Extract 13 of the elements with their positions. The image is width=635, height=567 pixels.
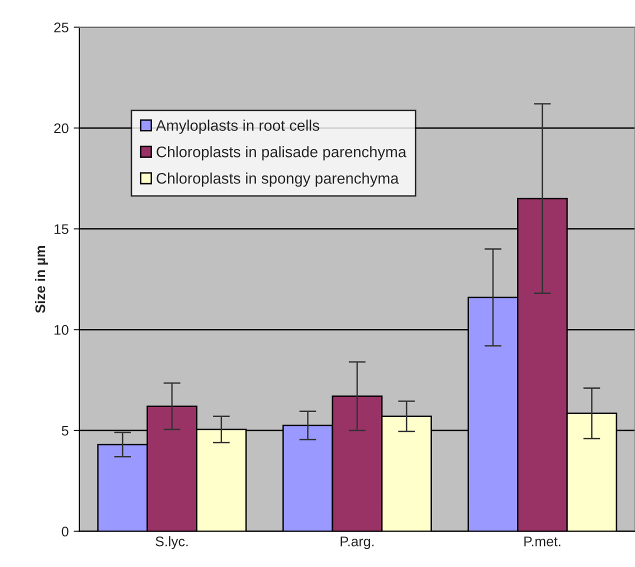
legend-label: Amyloplasts in root cells <box>156 120 320 134</box>
y-tick-label: 0 <box>62 526 68 536</box>
x-tick-label: P.arg. <box>340 536 374 550</box>
legend-label: Chloroplasts in palisade parenchyma <box>156 146 406 160</box>
y-axis-title: Size in µm <box>35 246 48 313</box>
y-tick-label: 10 <box>54 324 68 335</box>
y-tick-label: 25 <box>54 22 68 32</box>
y-tick-label: 5 <box>62 426 68 436</box>
x-tick-label: P.met. <box>524 536 560 546</box>
legend-label: Chloroplasts in spongy parenchyma <box>156 172 399 187</box>
y-tick-label: 15 <box>54 224 68 234</box>
x-tick-label: S.lyc. <box>156 536 188 550</box>
y-tick-label: 20 <box>54 123 68 134</box>
